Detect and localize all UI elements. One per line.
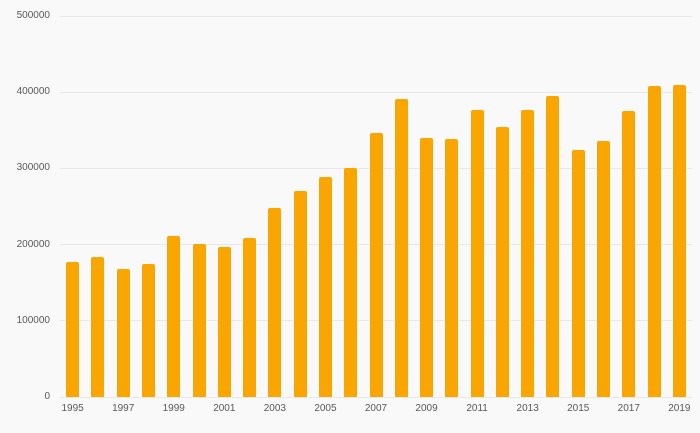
bar-2001 (217, 246, 231, 397)
x-axis-tick-label: 2017 (617, 403, 640, 414)
bar-1996 (91, 256, 105, 397)
x-axis-tick-label: 1995 (61, 403, 84, 414)
bar-2017 (622, 111, 636, 397)
gridline (60, 15, 692, 17)
bar-1997 (116, 268, 130, 397)
bar-2008 (394, 99, 408, 397)
bar-2013 (521, 109, 535, 397)
plot-area: 0 100000 200000 300000 400000 500000 1995 1997 1… (17, 11, 692, 414)
bar-2019 (672, 85, 686, 397)
x-axis-tick-label: 2015 (567, 403, 590, 414)
bar-2016 (597, 140, 611, 397)
y-axis-tick-label: 100000 (16, 314, 50, 326)
x-axis-tick-label: 2009 (415, 403, 438, 414)
bar-2018 (647, 86, 661, 397)
bar-2010 (445, 139, 459, 397)
bar-1999 (167, 236, 181, 397)
y-axis-tick-label: 0 (44, 391, 50, 402)
bar-2004 (293, 190, 307, 397)
x-axis-tick-label: 1997 (112, 403, 135, 414)
x-axis-tick-label: 2005 (314, 403, 337, 414)
bar-2014 (546, 96, 560, 397)
y-axis-tick-label: 300000 (16, 162, 50, 174)
bar-2002 (243, 237, 257, 397)
bar-2015 (571, 150, 585, 397)
gridline (60, 396, 692, 398)
bar-2009 (420, 137, 434, 397)
bar-2011 (470, 109, 484, 397)
x-axis-tick-label: 2019 (668, 403, 691, 414)
y-axis-tick-label: 400000 (16, 86, 50, 98)
bar-2006 (344, 167, 358, 397)
x-axis-tick-label: 2001 (213, 403, 236, 414)
bar-1998 (141, 263, 155, 397)
x-axis-tick-label: 2011 (466, 403, 488, 414)
x-axis-tick-label: 2013 (516, 403, 539, 414)
bar-2005 (318, 176, 332, 397)
bar-1995 (66, 262, 80, 397)
x-axis-tick-label: 2003 (263, 403, 286, 414)
bar-2007 (369, 132, 383, 397)
bar-2012 (495, 127, 509, 397)
y-axis-tick-label: 200000 (16, 238, 50, 250)
x-axis-tick-label: 2007 (364, 403, 388, 414)
y-axis-tick-label: 500000 (16, 10, 50, 21)
bar-2003 (268, 208, 282, 397)
gridline (60, 91, 692, 93)
x-axis-tick-label: 1999 (162, 403, 185, 414)
bar-2000 (192, 243, 206, 397)
